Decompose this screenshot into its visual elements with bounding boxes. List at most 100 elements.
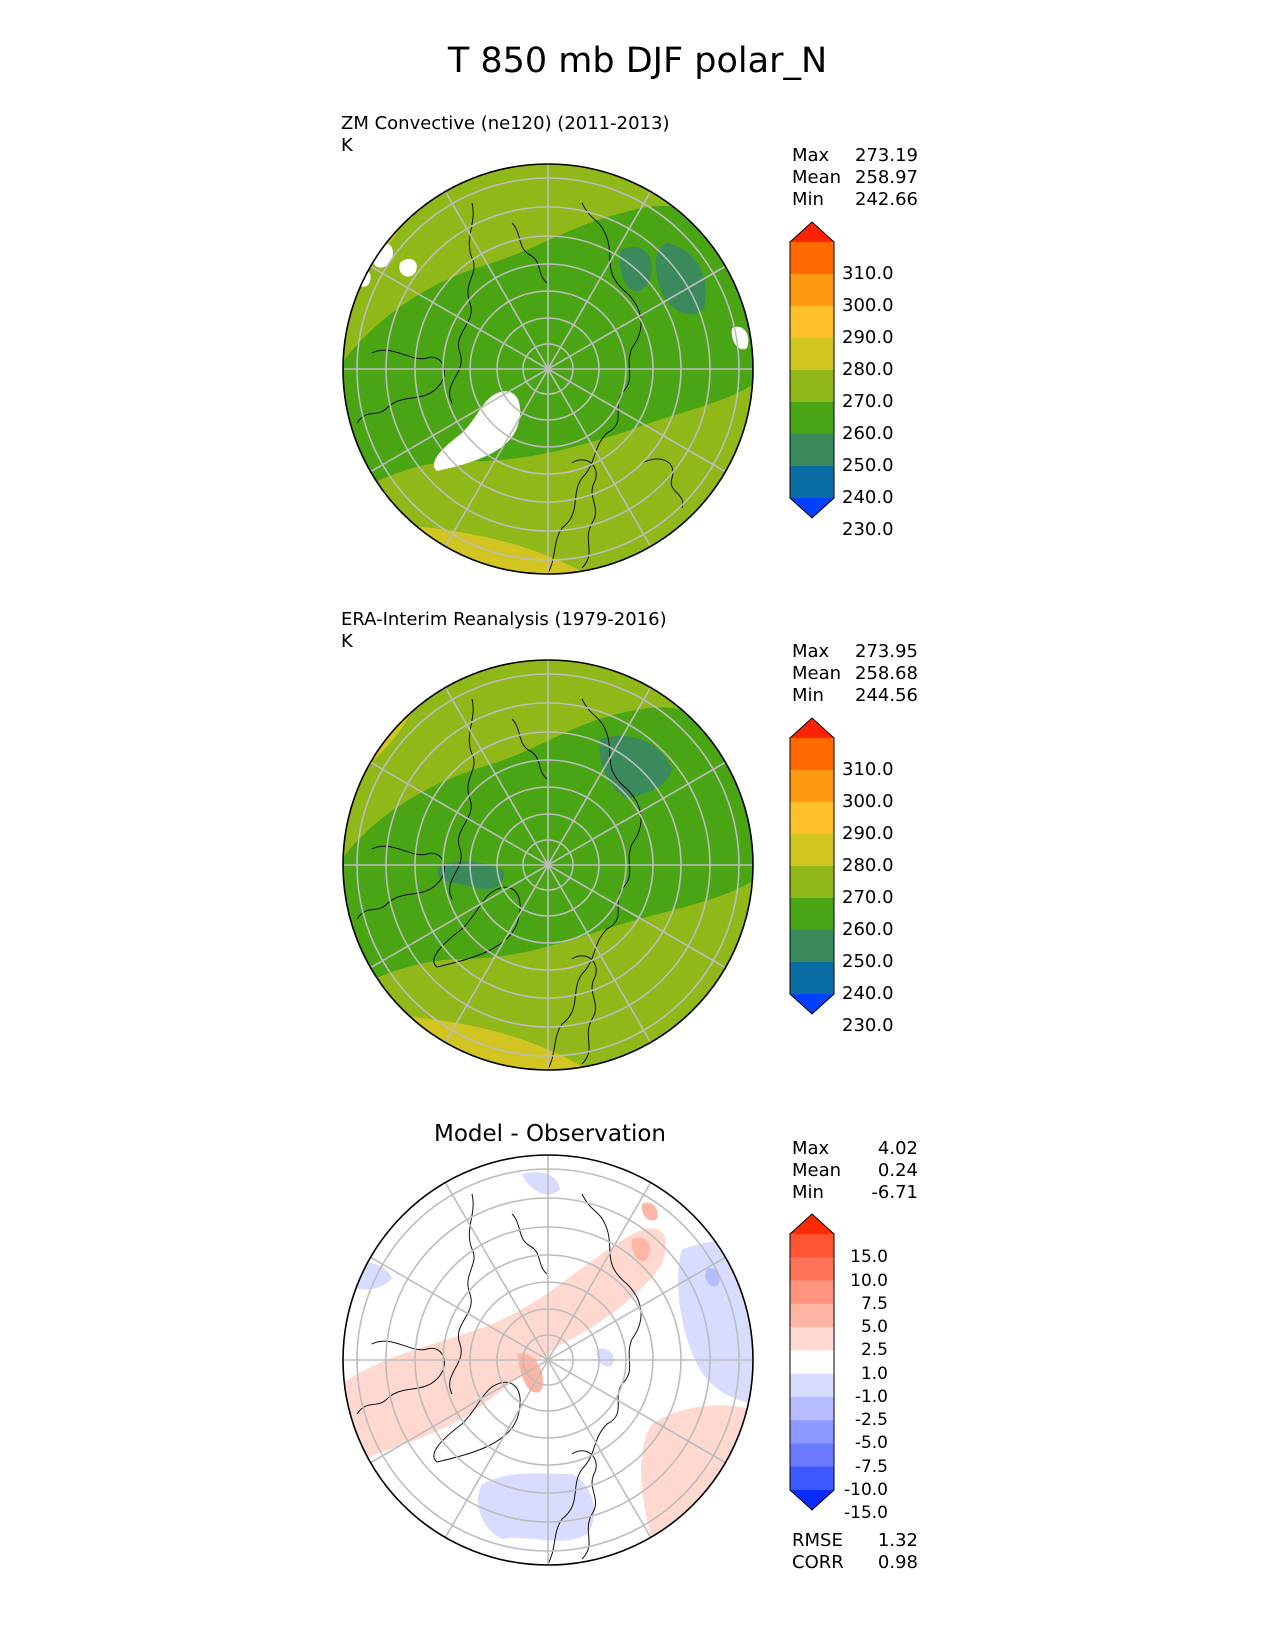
rmse-value: 1.32 [877, 1530, 918, 1551]
colorbar-tick-label: 10.0 [850, 1270, 888, 1291]
colorbar-bin [790, 434, 834, 467]
colorbar-tick-label: 240.0 [842, 983, 894, 1004]
difference-colorbar [789, 1213, 835, 1511]
colorbar-bin [790, 1280, 834, 1305]
test-mean-label: Mean [792, 167, 842, 188]
colorbar-tick-label: 270.0 [842, 887, 894, 908]
test-min-value: 242.66 [855, 189, 918, 210]
colorbar-bin [790, 962, 834, 995]
colorbar-bin [790, 738, 834, 771]
reference-colorbar [789, 717, 835, 1015]
colorbar-tick-label: -10.0 [844, 1480, 888, 1500]
difference-polar-map [342, 1154, 754, 1566]
colorbar-tick-label: 250.0 [842, 951, 894, 972]
colorbar-bin [790, 402, 834, 435]
figure-title: T 850 mb DJF polar_N [447, 41, 828, 81]
graticule [343, 164, 753, 574]
field-260-region [343, 205, 753, 498]
colorbar-extend-bottom [790, 994, 834, 1014]
reference-polar-map [342, 659, 754, 1071]
rmse-label: RMSE [792, 1530, 843, 1551]
colorbar-tick-label: 230.0 [842, 1015, 894, 1036]
colorbar-tick-label: 7.5 [860, 1293, 888, 1314]
colorbar-tick-label: 270.0 [842, 391, 894, 412]
colorbar-bin [790, 834, 834, 867]
corr-label: CORR [792, 1552, 844, 1573]
colorbar-bin [790, 1234, 834, 1258]
colorbar-bin [790, 1350, 834, 1375]
ref-max-value: 273.95 [855, 641, 918, 662]
colorbar-tick-label: 240.0 [842, 487, 894, 508]
colorbar-tick-label: 2.5 [860, 1340, 888, 1361]
difference-panel-title: Model - Observation [433, 1121, 667, 1147]
test-panel-units: K [341, 135, 353, 156]
colorbar-tick-label: -2.5 [854, 1410, 888, 1431]
test-polar-map [342, 163, 754, 575]
diff-max-label: Max [792, 1138, 830, 1159]
colorbar-extend-top [790, 1214, 834, 1234]
diff-min-value: -6.71 [871, 1182, 918, 1203]
colorbar-tick-label: -1.0 [854, 1386, 888, 1407]
colorbar-tick-label: 5.0 [860, 1317, 888, 1338]
colorbar-bin [790, 1327, 834, 1351]
colorbar-bin [790, 898, 834, 931]
diff-min-label: Min [792, 1182, 824, 1203]
colorbar-bin [790, 306, 834, 339]
test-panel-title: ZM Convective (ne120) (2011-2013) [341, 113, 670, 134]
colorbar-bin [790, 274, 834, 307]
colorbar-extend-bottom [790, 498, 834, 518]
colorbar-tick-label: 300.0 [842, 791, 894, 812]
colorbar-bin [790, 466, 834, 499]
colorbar-outline [789, 221, 835, 519]
colorbar-tick-label: 290.0 [842, 327, 894, 348]
ref-mean-label: Mean [792, 663, 842, 684]
colorbar-tick-label: 260.0 [842, 423, 894, 444]
test-mean-value: 258.97 [855, 167, 918, 188]
ref-panel-units: K [341, 631, 353, 652]
colorbar-tick-label: 230.0 [842, 519, 894, 540]
colorbar-outline [789, 1213, 835, 1511]
missing-data-region [399, 258, 417, 277]
diff-max-value: 4.02 [877, 1138, 918, 1159]
colorbar-bin [790, 866, 834, 899]
colorbar-bin [790, 930, 834, 963]
colorbar-tick-label: 15.0 [850, 1247, 888, 1268]
colorbar-bin [790, 1420, 834, 1444]
colorbar-extend-top [790, 718, 834, 738]
test-max-value: 273.19 [855, 145, 918, 166]
colorbar-tick-label: -5.0 [854, 1433, 888, 1454]
colorbar-tick-label: -15.0 [844, 1503, 888, 1524]
test-max-label: Max [792, 145, 830, 166]
colorbar-bin [790, 802, 834, 835]
colorbar-bin [790, 1303, 834, 1328]
colorbar-tick-label: 260.0 [842, 919, 894, 940]
test-colorbar [789, 221, 835, 519]
colorbar-bin [790, 1373, 834, 1398]
map-boundary [342, 163, 754, 575]
ref-min-label: Min [792, 685, 824, 706]
ref-mean-value: 258.68 [855, 663, 918, 684]
colorbar-bin [790, 370, 834, 403]
colorbar-outline [789, 717, 835, 1015]
colorbar-bin [790, 242, 834, 275]
colorbar-tick-label: 290.0 [842, 823, 894, 844]
corr-value: 0.98 [877, 1552, 918, 1573]
colorbar-tick-label: 1.0 [860, 1363, 888, 1384]
colorbar-extend-top [790, 222, 834, 242]
diff-mean-label: Mean [792, 1160, 842, 1181]
ref-panel-title: ERA-Interim Reanalysis (1979-2016) [341, 609, 667, 630]
missing-data-region [433, 391, 521, 471]
colorbar-tick-label: 310.0 [842, 759, 894, 780]
colorbar-bin [790, 1257, 834, 1282]
colorbar-tick-label: 280.0 [842, 359, 894, 380]
colorbar-bin [790, 1396, 834, 1421]
colorbar-tick-label: -7.5 [854, 1456, 888, 1477]
colorbar-tick-label: 310.0 [842, 263, 894, 284]
colorbar-bin [790, 770, 834, 803]
colorbar-tick-label: 250.0 [842, 455, 894, 476]
colorbar-bin [790, 1466, 834, 1491]
test-min-label: Min [792, 189, 824, 210]
ref-min-value: 244.56 [855, 685, 918, 706]
colorbar-bin [790, 338, 834, 371]
colorbar-tick-label: 280.0 [842, 855, 894, 876]
